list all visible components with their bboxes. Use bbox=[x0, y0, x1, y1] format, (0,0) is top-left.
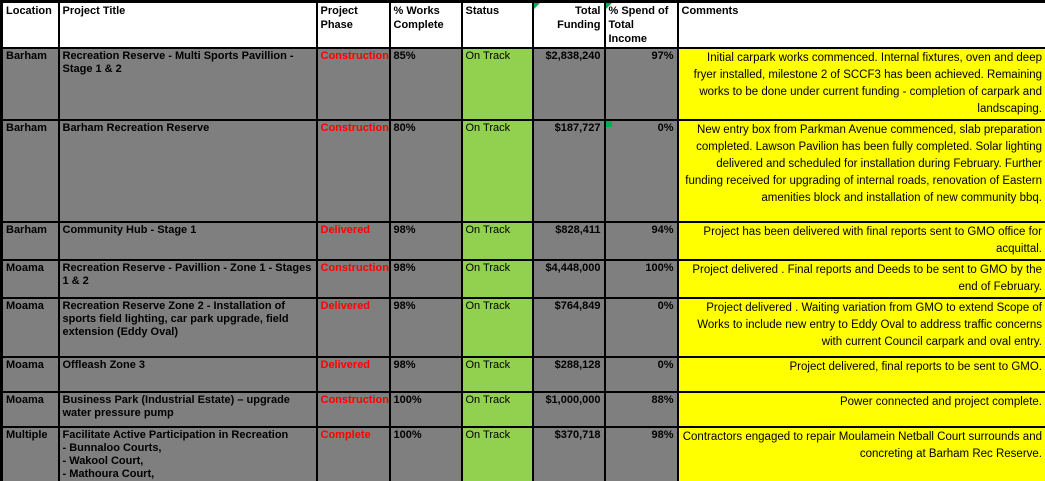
cell-status: On Track bbox=[460, 297, 534, 358]
cell-spend-income: 98% bbox=[603, 426, 679, 481]
table-row: Moama Recreation Reserve Zone 2 - Instal… bbox=[0, 297, 1045, 358]
cell-project-title: Community Hub - Stage 1 bbox=[57, 221, 318, 261]
cell-total-funding: $187,727 bbox=[531, 119, 606, 223]
green-corner-flag-icon bbox=[606, 3, 612, 9]
cell-project-title: Offleash Zone 3 bbox=[57, 356, 318, 393]
header-spend-income: % Spend of Total Income bbox=[603, 0, 679, 49]
header-project-phase: Project Phase bbox=[315, 0, 391, 49]
table-row: Multiple Facilitate Active Participation… bbox=[0, 426, 1045, 481]
cell-spend-income: 88% bbox=[603, 391, 679, 428]
cell-project-phase: Delivered bbox=[315, 356, 391, 393]
cell-spend-income: 0% bbox=[603, 297, 679, 358]
cell-total-funding: $764,849 bbox=[531, 297, 606, 358]
cell-location: Moama bbox=[0, 259, 60, 299]
cell-total-funding: $4,448,000 bbox=[531, 259, 606, 299]
cell-comment: Power connected and project complete. bbox=[676, 391, 1045, 428]
cell-spend-income: 100% bbox=[603, 259, 679, 299]
cell-status: On Track bbox=[460, 391, 534, 428]
table-row: Moama Recreation Reserve - Pavillion - Z… bbox=[0, 259, 1045, 299]
green-corner-flag-icon bbox=[534, 3, 540, 9]
cell-project-title: Recreation Reserve - Pavillion - Zone 1 … bbox=[57, 259, 318, 299]
cell-works-complete: 100% bbox=[388, 426, 463, 481]
cell-project-title: Facilitate Active Participation in Recre… bbox=[57, 426, 318, 481]
cell-works-complete: 80% bbox=[388, 119, 463, 223]
table-row: Barham Recreation Reserve - Multi Sports… bbox=[0, 47, 1045, 121]
table-row: Barham Barham Recreation Reserve Constru… bbox=[0, 119, 1045, 223]
header-works-complete: % Works Complete bbox=[388, 0, 463, 49]
cell-project-phase: Delivered bbox=[315, 297, 391, 358]
cell-works-complete: 98% bbox=[388, 356, 463, 393]
cell-total-funding: $828,411 bbox=[531, 221, 606, 261]
cell-total-funding: $2,838,240 bbox=[531, 47, 606, 121]
green-square-marker-icon bbox=[606, 122, 612, 127]
cell-project-phase: Construction bbox=[315, 259, 391, 299]
cell-total-funding: $288,128 bbox=[531, 356, 606, 393]
header-project-title: Project Title bbox=[57, 0, 318, 49]
cell-location: Moama bbox=[0, 391, 60, 428]
cell-spend-income: 97% bbox=[603, 47, 679, 121]
cell-project-phase: Complete bbox=[315, 426, 391, 481]
cell-comment: Project delivered . Waiting variation fr… bbox=[676, 297, 1045, 358]
header-row: Location Project Title Project Phase % W… bbox=[0, 0, 1045, 49]
header-status: Status bbox=[460, 0, 534, 49]
cell-status: On Track bbox=[460, 259, 534, 299]
cell-project-phase: Delivered bbox=[315, 221, 391, 261]
cell-spend-income: 0% bbox=[603, 356, 679, 393]
header-total-funding: Total Funding bbox=[531, 0, 606, 49]
cell-status: On Track bbox=[460, 119, 534, 223]
table-row: Moama Offleash Zone 3 Delivered 98% On T… bbox=[0, 356, 1045, 393]
cell-project-title: Barham Recreation Reserve bbox=[57, 119, 318, 223]
cell-spend-income: 0% bbox=[603, 119, 679, 223]
cell-location: Barham bbox=[0, 221, 60, 261]
cell-comment: New entry box from Parkman Avenue commen… bbox=[676, 119, 1045, 223]
cell-comment: Project has been delivered with final re… bbox=[676, 221, 1045, 261]
cell-location: Multiple bbox=[0, 426, 60, 481]
cell-spend-income: 94% bbox=[603, 221, 679, 261]
cell-project-phase: Construction bbox=[315, 391, 391, 428]
cell-project-phase: Construction bbox=[315, 119, 391, 223]
table-row: Moama Business Park (Industrial Estate) … bbox=[0, 391, 1045, 428]
cell-status: On Track bbox=[460, 221, 534, 261]
cell-location: Moama bbox=[0, 356, 60, 393]
table-row: Barham Community Hub - Stage 1 Delivered… bbox=[0, 221, 1045, 261]
cell-total-funding: $370,718 bbox=[531, 426, 606, 481]
cell-status: On Track bbox=[460, 356, 534, 393]
cell-status: On Track bbox=[460, 47, 534, 121]
header-comments: Comments bbox=[676, 0, 1045, 49]
header-location: Location bbox=[0, 0, 60, 49]
cell-comment: Project delivered, final reports to be s… bbox=[676, 356, 1045, 393]
cell-location: Barham bbox=[0, 47, 60, 121]
cell-works-complete: 98% bbox=[388, 259, 463, 299]
cell-location: Barham bbox=[0, 119, 60, 223]
cell-comment: Project delivered . Final reports and De… bbox=[676, 259, 1045, 299]
cell-project-title: Recreation Reserve Zone 2 - Installation… bbox=[57, 297, 318, 358]
cell-comment: Contractors engaged to repair Moulamein … bbox=[676, 426, 1045, 481]
cell-works-complete: 100% bbox=[388, 391, 463, 428]
cell-comment: Initial carpark works commenced. Interna… bbox=[676, 47, 1045, 121]
cell-total-funding: $1,000,000 bbox=[531, 391, 606, 428]
cell-works-complete: 98% bbox=[388, 297, 463, 358]
cell-status: On Track bbox=[460, 426, 534, 481]
cell-project-title: Recreation Reserve - Multi Sports Pavill… bbox=[57, 47, 318, 121]
cell-works-complete: 85% bbox=[388, 47, 463, 121]
cell-project-title: Business Park (Industrial Estate) – upgr… bbox=[57, 391, 318, 428]
cell-project-phase: Construction bbox=[315, 47, 391, 121]
cell-works-complete: 98% bbox=[388, 221, 463, 261]
cell-location: Moama bbox=[0, 297, 60, 358]
